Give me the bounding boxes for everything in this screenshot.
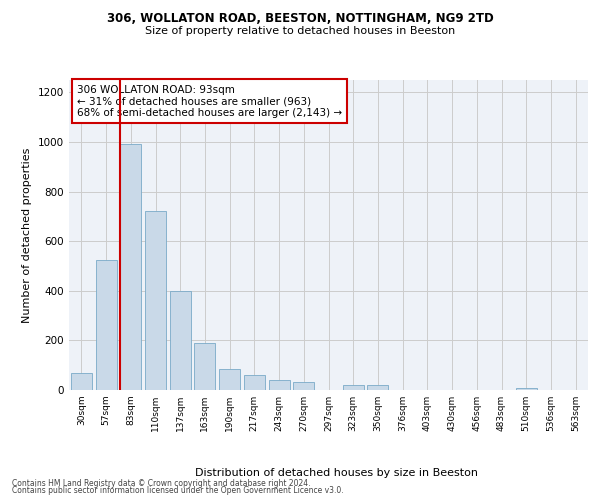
Bar	[71, 372, 92, 390]
Bar	[145, 212, 166, 390]
Text: 306, WOLLATON ROAD, BEESTON, NOTTINGHAM, NG9 2TD: 306, WOLLATON ROAD, BEESTON, NOTTINGHAM,…	[107, 12, 493, 26]
Text: Distribution of detached houses by size in Beeston: Distribution of detached houses by size …	[194, 468, 478, 477]
Bar	[269, 380, 290, 390]
Bar	[293, 382, 314, 390]
Bar	[194, 343, 215, 390]
Bar	[120, 144, 141, 390]
Text: Contains public sector information licensed under the Open Government Licence v3: Contains public sector information licen…	[12, 486, 344, 495]
Y-axis label: Number of detached properties: Number of detached properties	[22, 148, 32, 322]
Bar	[367, 385, 388, 390]
Bar	[95, 260, 116, 390]
Bar	[219, 369, 240, 390]
Bar	[343, 385, 364, 390]
Text: Size of property relative to detached houses in Beeston: Size of property relative to detached ho…	[145, 26, 455, 36]
Bar	[516, 388, 537, 390]
Text: Contains HM Land Registry data © Crown copyright and database right 2024.: Contains HM Land Registry data © Crown c…	[12, 478, 311, 488]
Text: 306 WOLLATON ROAD: 93sqm
← 31% of detached houses are smaller (963)
68% of semi-: 306 WOLLATON ROAD: 93sqm ← 31% of detach…	[77, 84, 342, 118]
Bar	[244, 375, 265, 390]
Bar	[170, 291, 191, 390]
